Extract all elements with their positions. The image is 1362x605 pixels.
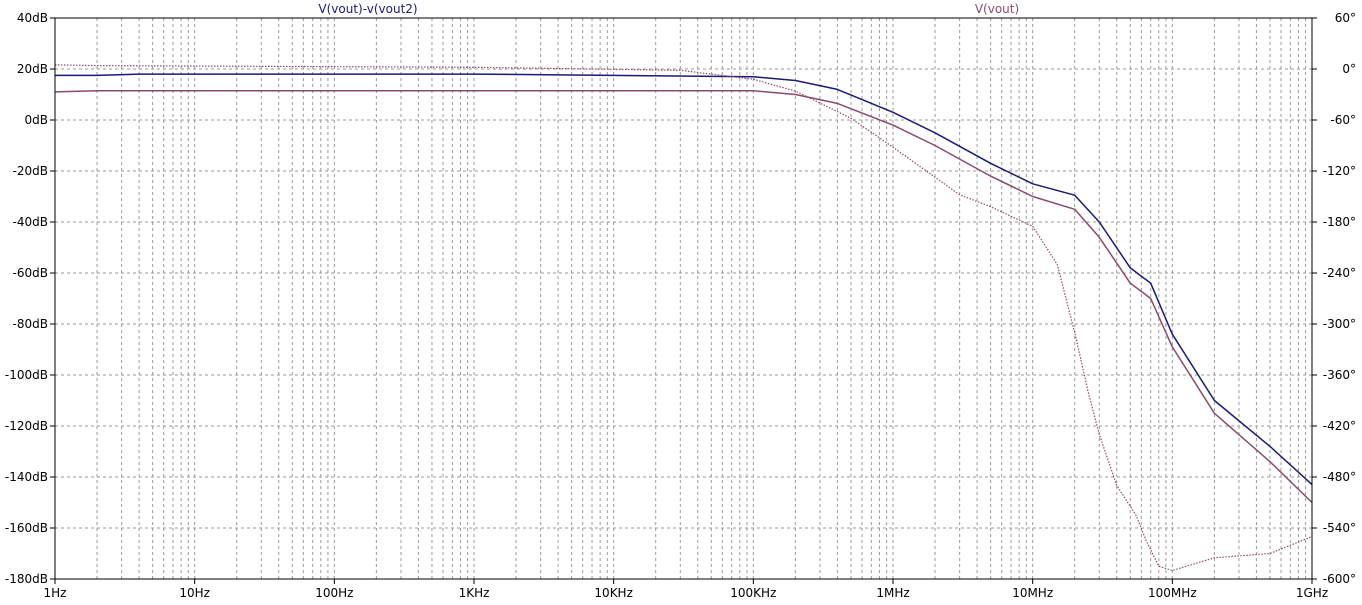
y-left-tick-label: -20dB [13, 164, 48, 178]
y-right-tick-label: -480° [1323, 470, 1356, 484]
x-tick-label: 1Hz [44, 586, 67, 600]
series-line-2 [54, 89, 1313, 504]
x-tick-label: 100MHz [1148, 586, 1197, 600]
y-left-tick-label: -80dB [13, 317, 48, 331]
x-tick-label: 10KHz [594, 586, 632, 600]
x-tick-label: 1MHz [876, 586, 909, 600]
y-left-tick-label: 40dB [17, 11, 48, 25]
y-right-tick-label: 60° [1335, 11, 1356, 25]
y-right-tick-label: -300° [1323, 317, 1356, 331]
y-right-tick-label: -600° [1323, 572, 1356, 586]
y-left-tick-label: -160dB [5, 521, 48, 535]
y-right-tick-label: -360° [1323, 368, 1356, 382]
plot-frame [54, 17, 1313, 580]
legend-series-2: V(vout) [975, 2, 1019, 16]
y-right-tick-label: -240° [1323, 266, 1356, 280]
y-left-tick-label: 0dB [25, 113, 48, 127]
x-tick-label: 10MHz [1012, 586, 1053, 600]
y-right-tick-label: -180° [1323, 215, 1356, 229]
y-left-tick-label: -140dB [5, 470, 48, 484]
y-right-tick-label: -120° [1323, 164, 1356, 178]
y-left-tick-label: -120dB [5, 419, 48, 433]
x-tick-label: 100KHz [730, 586, 776, 600]
y-right-tick-label: 0° [1342, 62, 1356, 76]
series-line-1 [55, 73, 1313, 486]
series-line-3 [54, 64, 1313, 572]
x-tick-label: 10Hz [179, 586, 210, 600]
legend-series-1: V(vout)-v(vout2) [318, 2, 417, 16]
y-left-tick-label: -40dB [13, 215, 48, 229]
x-tick-label: 1GHz [1296, 586, 1328, 600]
series-layer [54, 64, 1313, 572]
x-tick-label: 100Hz [315, 586, 353, 600]
y-left-tick-label: -180dB [5, 572, 48, 586]
y-left-tick-label: -100dB [5, 368, 48, 382]
y-right-tick-label: -420° [1323, 419, 1356, 433]
y-right-tick-label: -540° [1323, 521, 1356, 535]
tick-labels: 40dB 20dB 0dB -20dB -40dB -60dB -80dB -100dB -12… [5, 11, 1356, 600]
y-left-tick-label: 20dB [17, 62, 48, 76]
x-tick-label: 1KHz [459, 586, 490, 600]
y-left-tick-label: -60dB [13, 266, 48, 280]
y-right-tick-label: -60° [1330, 113, 1356, 127]
